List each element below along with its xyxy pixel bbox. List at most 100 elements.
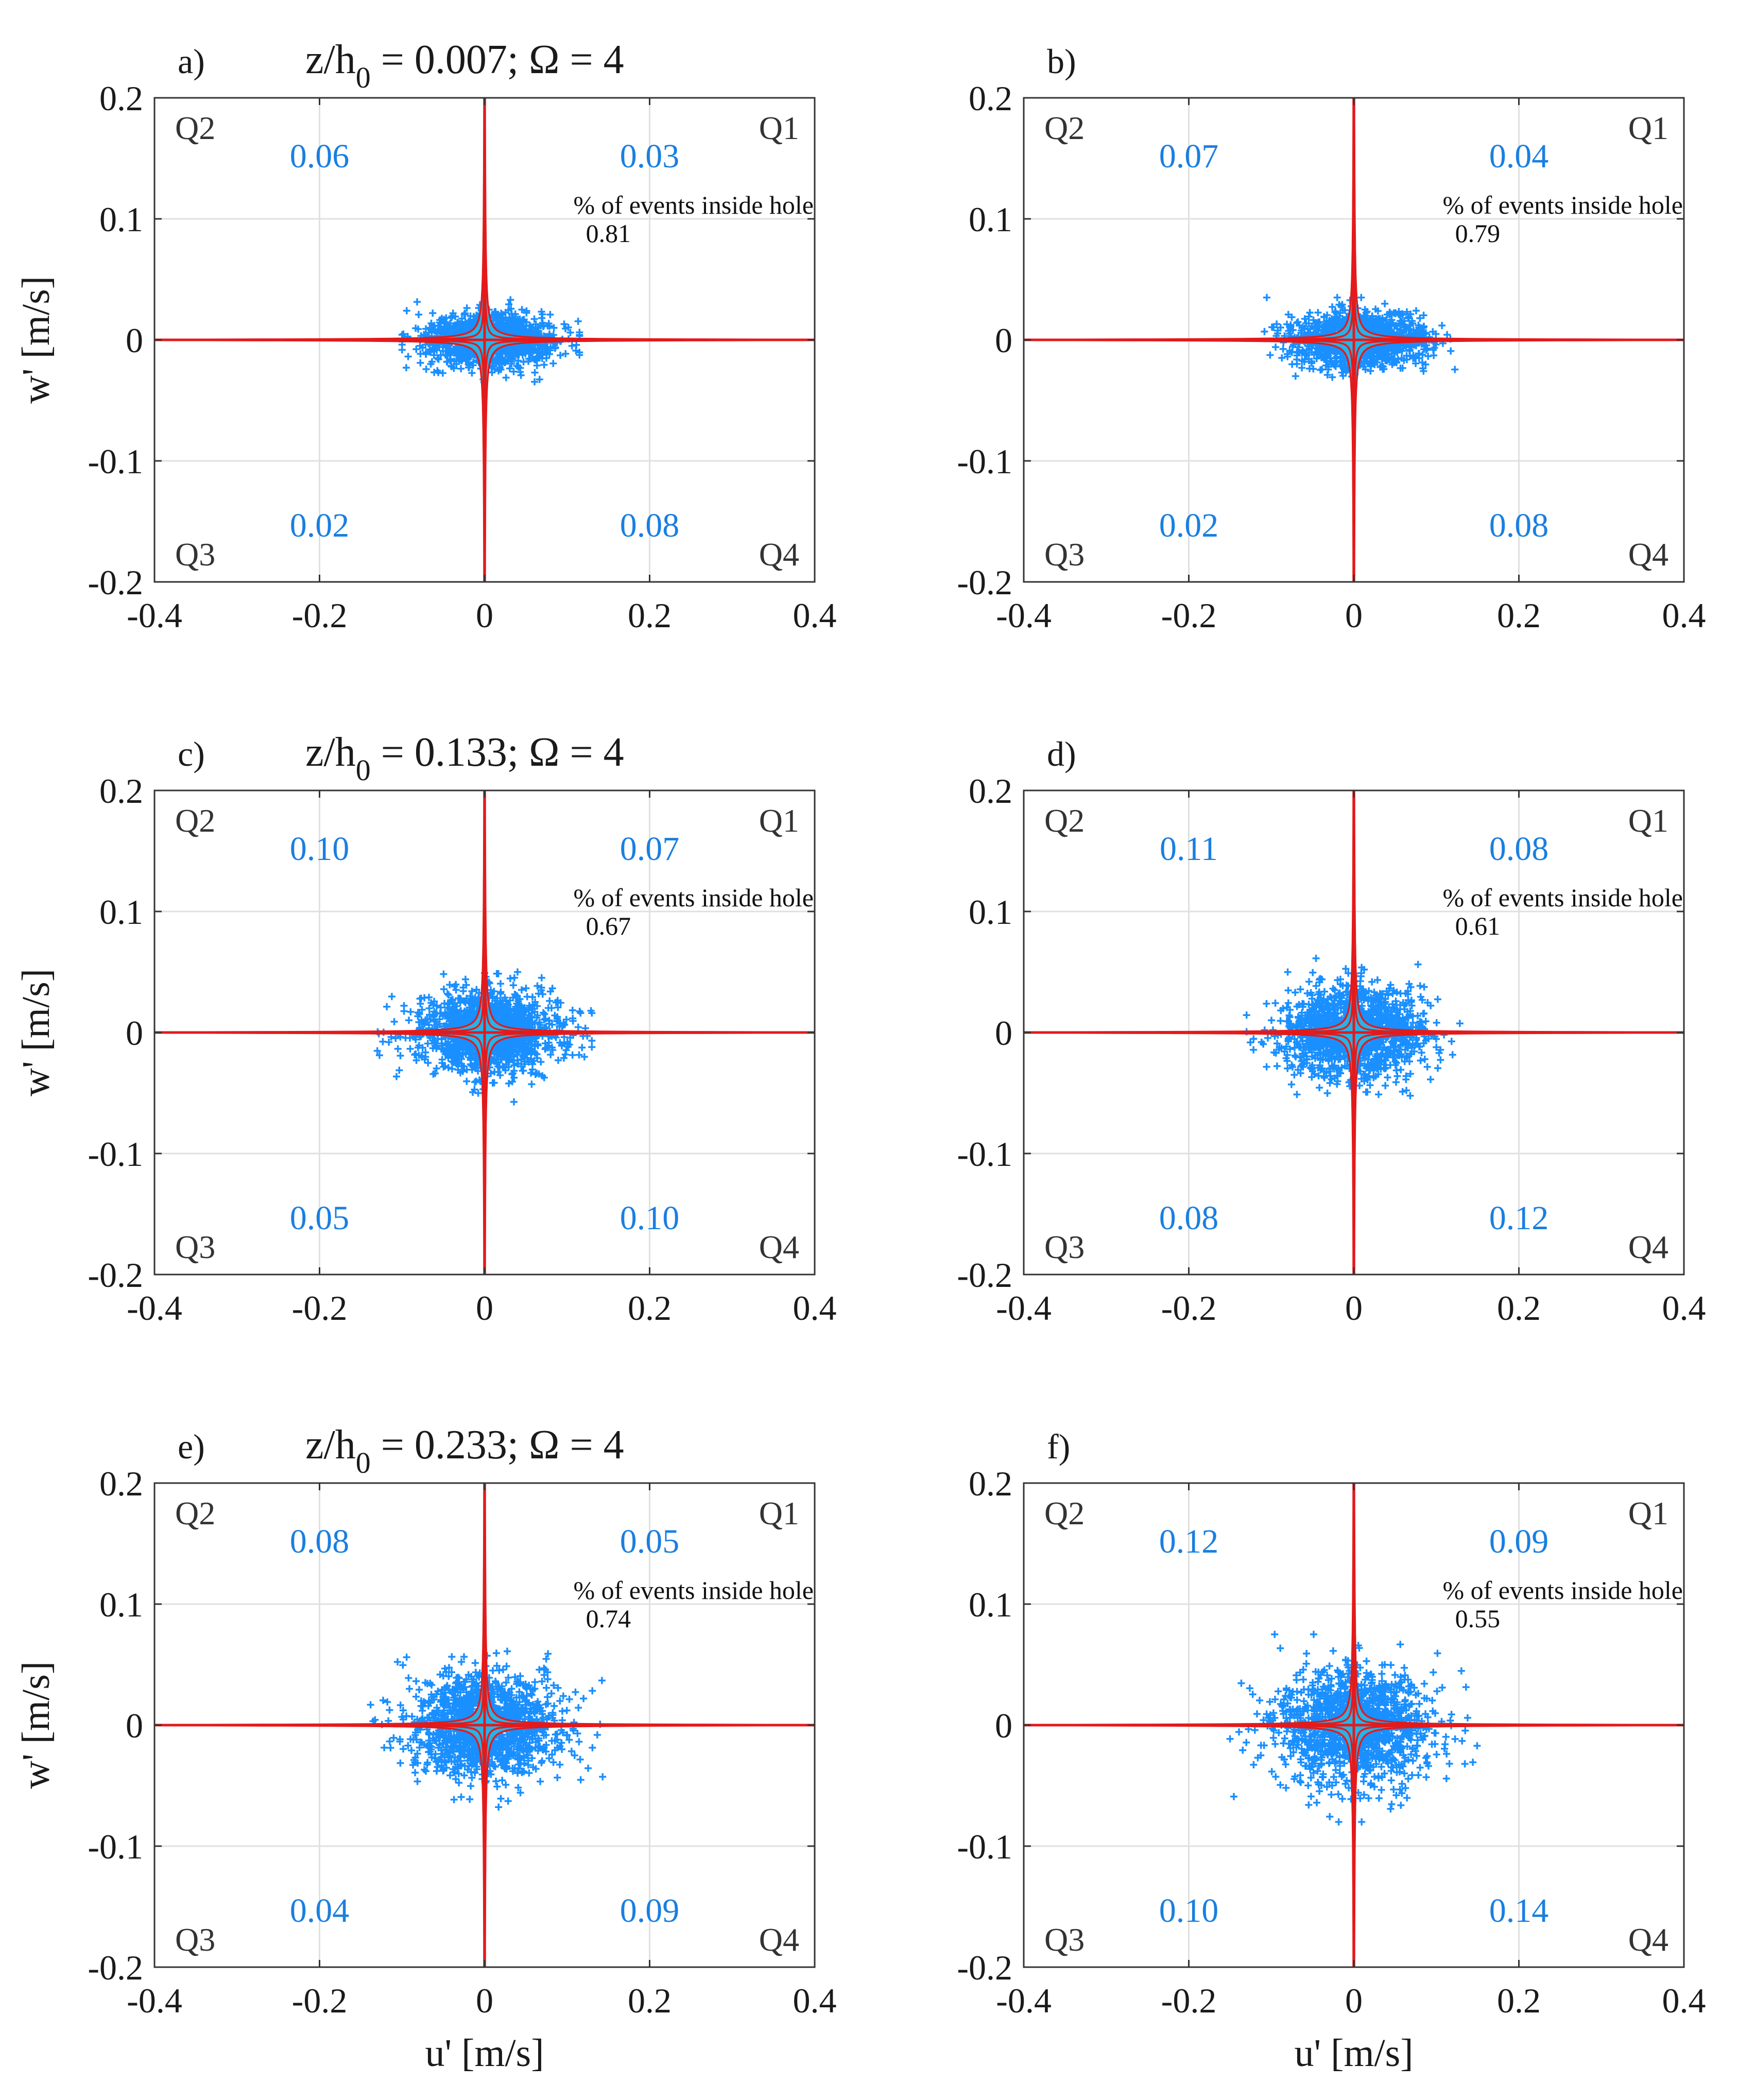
title-prefix: z/h xyxy=(305,37,356,82)
quadrant-value-q3: 0.02 xyxy=(290,507,350,544)
y-tick-label: 0.1 xyxy=(99,1585,143,1624)
y-tick-label: -0.2 xyxy=(88,1948,143,1987)
hyperbola-curve xyxy=(1353,339,1684,582)
y-tick-label: -0.2 xyxy=(957,1255,1012,1295)
y-tick-label: 0 xyxy=(995,1013,1012,1053)
x-tick-label: 0 xyxy=(1345,596,1363,635)
hyperbola-curve xyxy=(1353,1724,1684,1968)
x-tick-label: 0 xyxy=(476,596,493,635)
y-tick-label: 0.2 xyxy=(99,79,143,118)
quadrant-label-q3: Q3 xyxy=(175,1921,215,1958)
y-tick-label: 0 xyxy=(995,1706,1012,1745)
quadrant-value-q2: 0.07 xyxy=(1159,137,1219,175)
x-tick-label: -0.4 xyxy=(127,1288,182,1328)
quadrant-value-q3: 0.10 xyxy=(1159,1892,1219,1930)
quadrant-label-q2: Q2 xyxy=(175,1495,215,1531)
panel-title: z/h0 = 0.133; Ω = 4 xyxy=(305,730,624,787)
quadrant-value-q3: 0.05 xyxy=(290,1199,350,1237)
quadrant-value-q2: 0.08 xyxy=(290,1523,350,1560)
y-tick-label: 0 xyxy=(126,321,143,360)
hyperbola-curve xyxy=(484,339,815,582)
quadrant-label-q3: Q3 xyxy=(1044,1229,1085,1265)
scatter-panel-c: -0.4 -0.2 0 0.2 0.4-0.2-0.100.10.2w' [m/s]c)… xyxy=(14,730,837,1328)
x-tick-label: 0 xyxy=(476,1288,493,1328)
quadrant-label-q1: Q1 xyxy=(759,110,799,146)
quadrant-label-q1: Q1 xyxy=(1628,110,1668,146)
hole-events-value: 0.79 xyxy=(1455,219,1501,248)
x-tick-label: -0.4 xyxy=(996,596,1052,635)
y-tick-label: 0 xyxy=(126,1013,143,1053)
hole-events-value: 0.81 xyxy=(586,219,631,248)
x-tick-label: -0.4 xyxy=(127,1981,182,2020)
scatter-panel-f: -0.4 -0.2 0 0.2 0.4-0.2-0.100.10.2u' [m/s]f)… xyxy=(957,1427,1706,2075)
y-tick-label: -0.2 xyxy=(957,563,1012,602)
x-tick-label: 0.4 xyxy=(1662,1288,1706,1328)
x-tick-label: 0.4 xyxy=(793,1981,837,2020)
quadrant-value-q2: 0.10 xyxy=(290,830,350,868)
title-suffix: = 0.007; Ω = 4 xyxy=(371,37,624,82)
panel-label: c) xyxy=(178,734,205,773)
title-subscript: 0 xyxy=(356,1446,371,1479)
x-tick-label: -0.4 xyxy=(996,1981,1052,2020)
hole-events-label: % of events inside hole xyxy=(573,191,814,219)
x-axis-label: u' [m/s] xyxy=(1294,2032,1413,2075)
y-tick-label: 0 xyxy=(126,1706,143,1745)
hole-events-value: 0.67 xyxy=(586,911,631,940)
y-tick-label: 0.1 xyxy=(969,200,1012,239)
hyperbola-curve xyxy=(1023,339,1355,582)
y-axis-label: w' [m/s] xyxy=(14,969,58,1096)
x-tick-label: 0.2 xyxy=(628,596,672,635)
x-tick-label: 0.2 xyxy=(1497,1981,1541,2020)
x-tick-label: -0.2 xyxy=(292,1981,348,2020)
quadrant-value-q4: 0.08 xyxy=(620,507,680,544)
quadrant-label-q3: Q3 xyxy=(175,1229,215,1265)
quadrant-label-q1: Q1 xyxy=(1628,802,1668,839)
panel-label: a) xyxy=(178,42,205,81)
x-tick-label: 0.2 xyxy=(628,1981,672,2020)
y-axis-label: w' [m/s] xyxy=(14,276,58,404)
x-tick-label: 0.4 xyxy=(793,1288,837,1328)
x-tick-label: 0.2 xyxy=(1497,1288,1541,1328)
x-tick-label: -0.2 xyxy=(1161,1981,1217,2020)
y-tick-label: -0.1 xyxy=(957,1827,1012,1866)
hole-events-label: % of events inside hole xyxy=(573,883,814,912)
quadrant-value-q1: 0.03 xyxy=(620,137,680,175)
quadrant-value-q1: 0.09 xyxy=(1489,1523,1549,1560)
quadrant-value-q4: 0.08 xyxy=(1489,507,1549,544)
hole-events-label: % of events inside hole xyxy=(573,1576,814,1605)
scatter-panel-e: -0.4 -0.2 0 0.2 0.4-0.2-0.100.10.2w' [m/s]u'… xyxy=(14,1422,837,2075)
hyperbola-curve xyxy=(1353,1031,1684,1275)
x-tick-label: 0.2 xyxy=(1497,596,1541,635)
quadrant-value-q4: 0.09 xyxy=(620,1892,680,1930)
hole-events-label: % of events inside hole xyxy=(1442,191,1683,219)
scatter-panel-a: -0.4 -0.2 0 0.2 0.4-0.2-0.100.10.2w' [m/s]a)… xyxy=(14,37,837,635)
hole-events-label: % of events inside hole xyxy=(1442,1576,1683,1605)
x-tick-label: -0.2 xyxy=(292,1288,348,1328)
quadrant-value-q1: 0.05 xyxy=(620,1523,680,1560)
x-tick-label: -0.4 xyxy=(996,1288,1052,1328)
title-subscript: 0 xyxy=(356,61,371,94)
title-prefix: z/h xyxy=(305,730,356,775)
panel-label: b) xyxy=(1047,42,1076,81)
y-tick-label: -0.1 xyxy=(88,1827,143,1866)
panel-title: z/h0 = 0.233; Ω = 4 xyxy=(305,1422,624,1479)
y-tick-label: 0.1 xyxy=(99,892,143,932)
quadrant-label-q4: Q4 xyxy=(1628,1921,1668,1958)
x-tick-label: -0.2 xyxy=(292,596,348,635)
hyperbola-curve xyxy=(154,1724,486,1968)
hyperbola-curve xyxy=(484,1724,815,1968)
y-tick-label: 0.1 xyxy=(99,200,143,239)
hyperbola-curve xyxy=(1023,1031,1355,1275)
quadrant-value-q1: 0.07 xyxy=(620,830,680,868)
quadrant-value-q1: 0.04 xyxy=(1489,137,1549,175)
x-tick-label: 0 xyxy=(1345,1288,1363,1328)
x-tick-label: 0.2 xyxy=(628,1288,672,1328)
y-axis-label: w' [m/s] xyxy=(14,1661,58,1789)
hyperbola-curve xyxy=(154,339,486,582)
y-tick-label: -0.2 xyxy=(957,1948,1012,1987)
panel-label: e) xyxy=(178,1427,205,1466)
x-tick-label: -0.4 xyxy=(127,596,182,635)
